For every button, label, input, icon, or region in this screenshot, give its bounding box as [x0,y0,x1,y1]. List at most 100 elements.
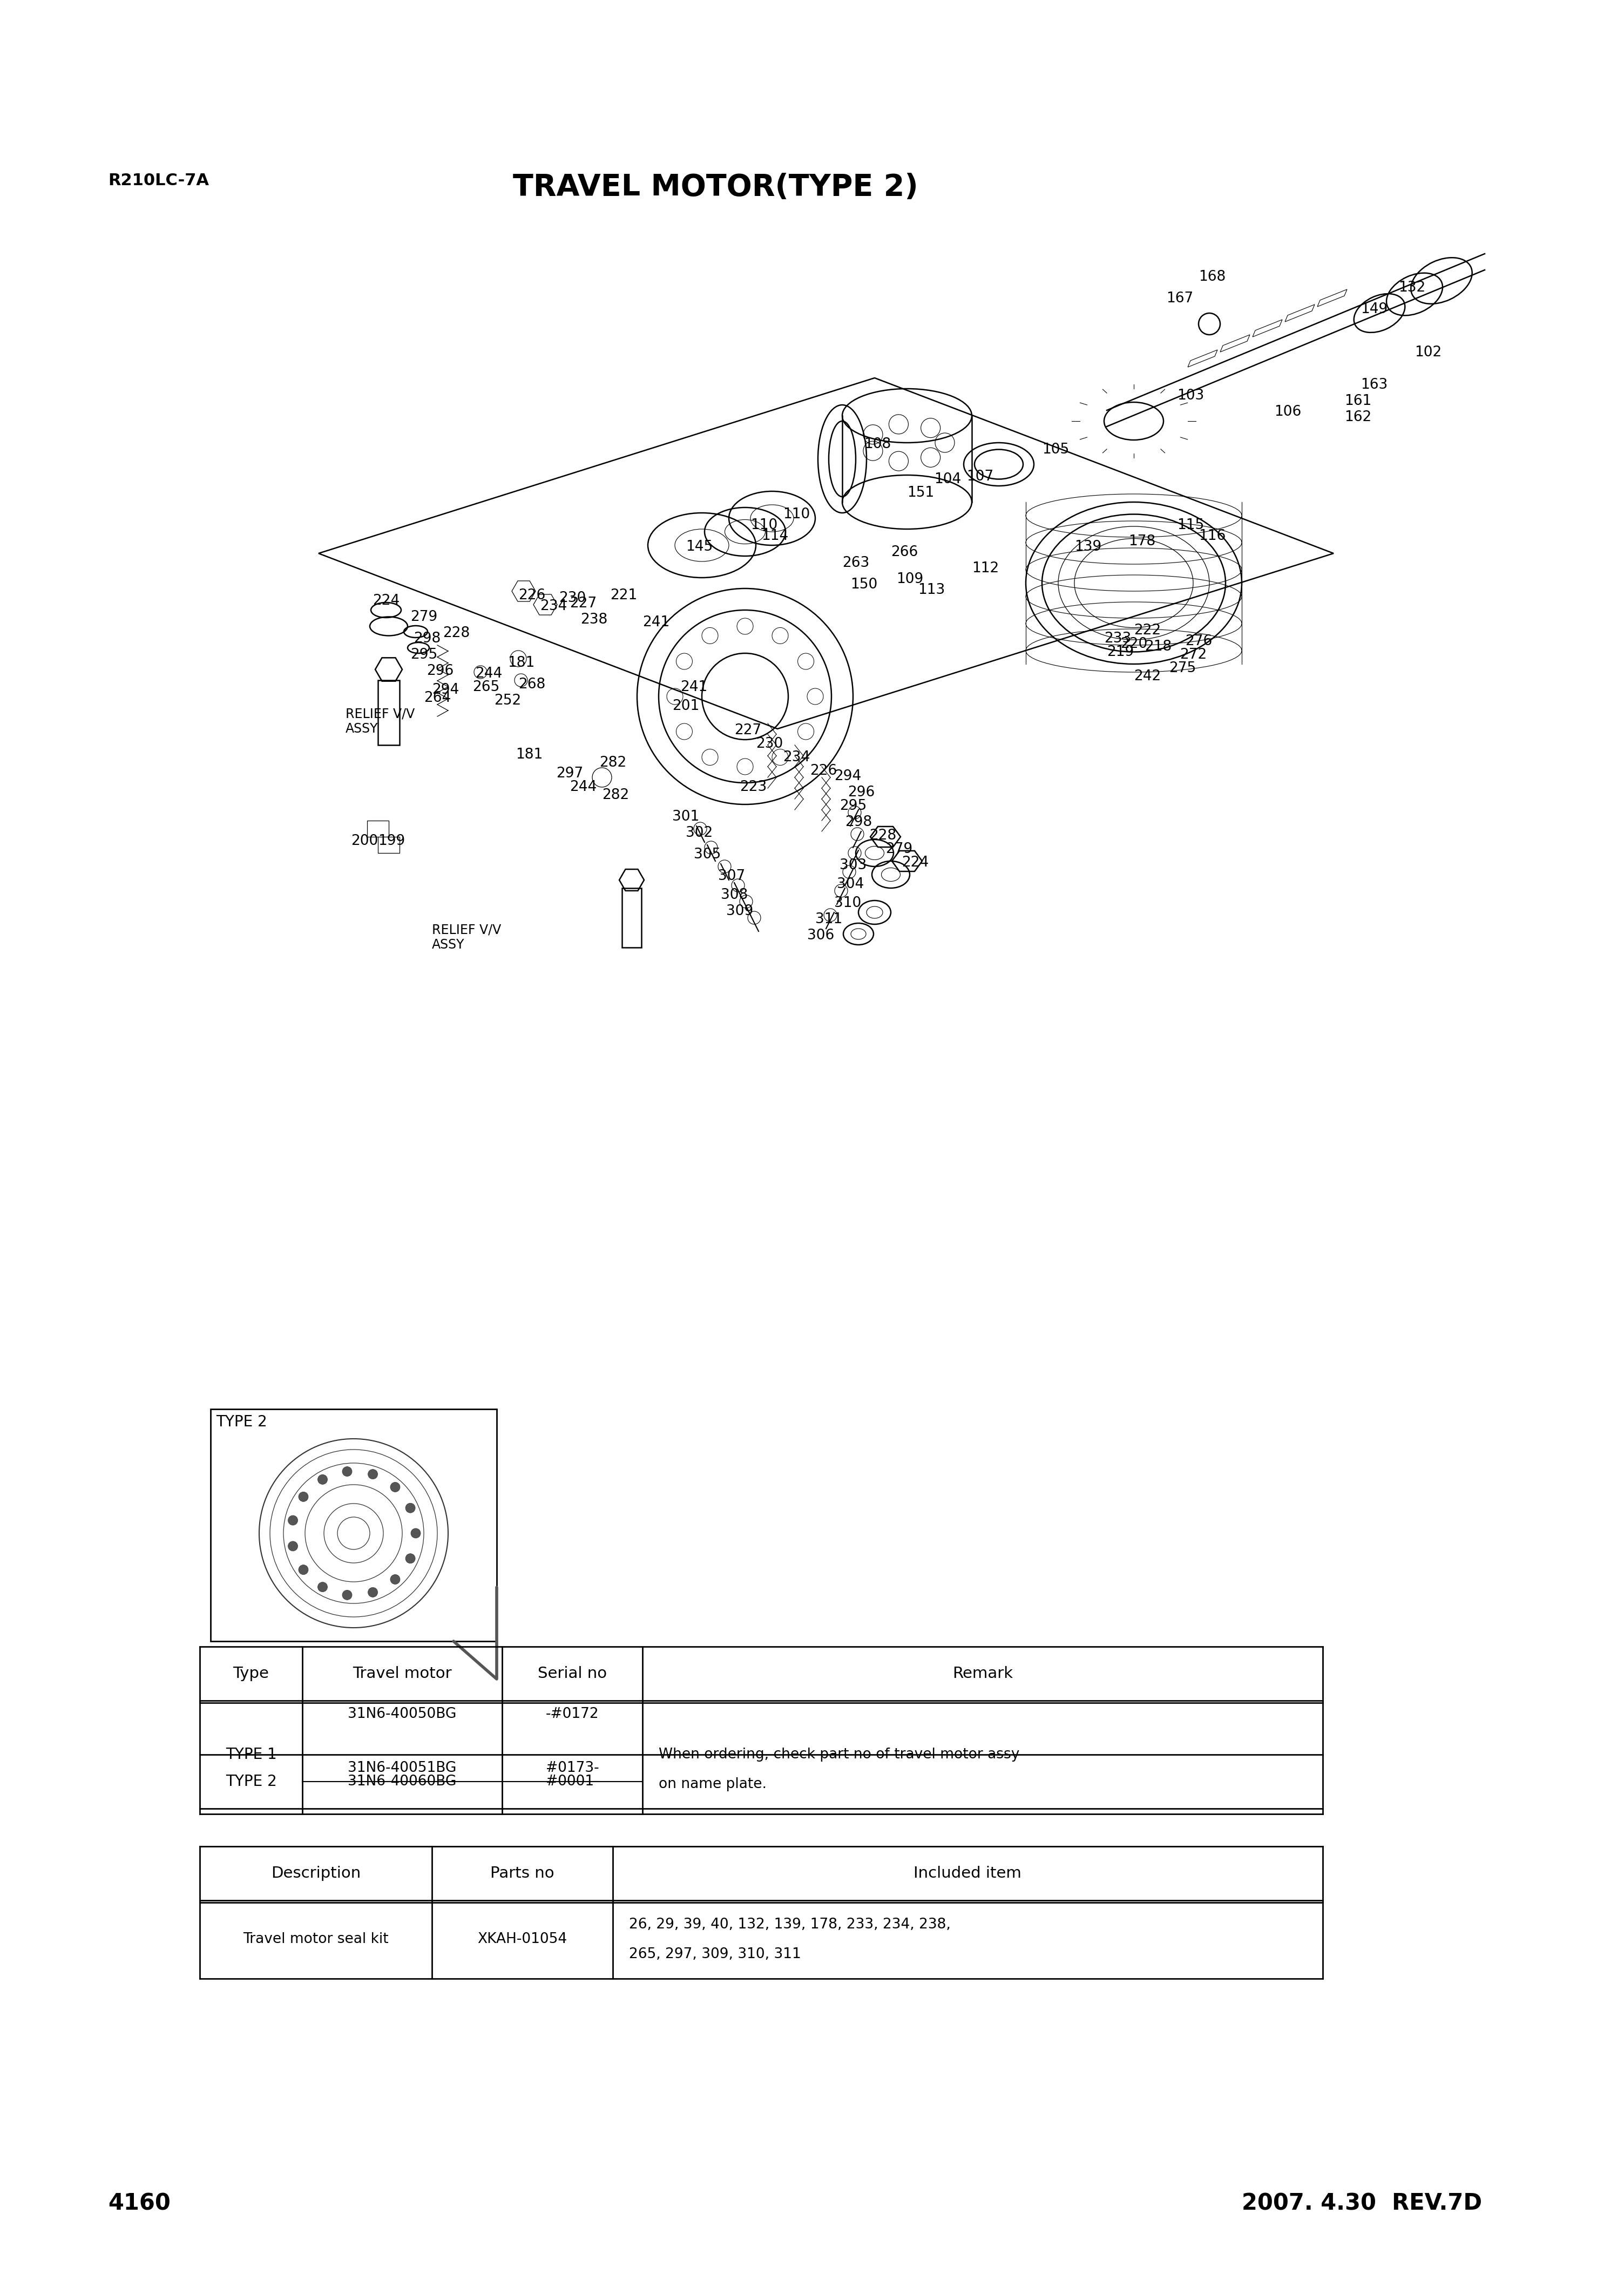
Text: 265, 297, 309, 310, 311: 265, 297, 309, 310, 311 [628,1948,801,1962]
Text: -#0172: -#0172 [546,1707,599,1721]
Text: 31N6-40051BG: 31N6-40051BG [348,1760,456,1774]
Text: 113: 113 [918,583,945,597]
Text: Description: Description [271,1866,361,1882]
Text: 223: 223 [739,780,767,794]
Text: 302: 302 [685,826,713,840]
Circle shape [287,1515,297,1526]
Circle shape [299,1565,309,1574]
Text: on name plate.: on name plate. [659,1776,767,1792]
Text: 241: 241 [680,679,708,695]
Text: 307: 307 [718,870,745,884]
Text: 26, 29, 39, 40, 132, 139, 178, 233, 234, 238,: 26, 29, 39, 40, 132, 139, 178, 233, 234,… [628,1919,950,1932]
Text: 151: 151 [908,487,934,500]
Text: 244: 244 [476,668,502,682]
Text: 294: 294 [432,684,460,698]
Text: 228: 228 [869,828,896,842]
Text: 296: 296 [427,663,453,677]
Text: 266: 266 [892,546,918,560]
Text: 226: 226 [810,764,836,778]
Text: Type: Type [232,1666,270,1682]
Text: 282: 282 [599,755,627,769]
Circle shape [411,1528,421,1538]
Text: 295: 295 [411,647,437,661]
Text: 301: 301 [672,810,700,824]
Text: 115: 115 [1177,519,1203,532]
Circle shape [318,1476,328,1485]
Text: 228: 228 [443,627,469,640]
Text: 310: 310 [835,895,861,911]
Text: 230: 230 [755,737,783,750]
Text: 181: 181 [515,748,542,762]
Text: Travel motor: Travel motor [352,1666,451,1682]
Text: 114: 114 [762,530,788,544]
Text: 238: 238 [580,613,607,627]
Text: 150: 150 [851,578,877,592]
Bar [367,822,388,838]
Circle shape [390,1483,400,1492]
Circle shape [318,1581,328,1593]
Text: TRAVEL MOTOR(TYPE 2): TRAVEL MOTOR(TYPE 2) [513,172,918,202]
Text: 163: 163 [1361,379,1387,392]
Text: 268: 268 [518,677,546,691]
Text: 264: 264 [424,691,451,705]
Text: 226: 226 [518,588,546,604]
Text: 4160: 4160 [107,2192,171,2215]
Text: 234: 234 [783,750,810,764]
Text: 132: 132 [1398,280,1426,294]
Text: 298: 298 [844,815,872,828]
Text: 279: 279 [411,610,437,624]
Text: 265: 265 [473,679,500,695]
Text: #0001-: #0001- [546,1774,599,1788]
Text: 181: 181 [507,656,534,670]
Text: 104: 104 [934,473,961,487]
Text: 201: 201 [672,700,700,714]
Circle shape [343,1467,352,1476]
Text: 112: 112 [971,562,999,576]
Text: 244: 244 [570,780,596,794]
Text: 199: 199 [378,833,404,849]
Text: 224: 224 [901,856,929,870]
Text: 108: 108 [864,438,892,452]
Text: 242: 242 [1134,670,1161,684]
Text: 219: 219 [1108,645,1134,659]
Text: 276: 276 [1186,633,1212,649]
Text: 295: 295 [840,799,867,812]
Text: 272: 272 [1179,647,1207,661]
Text: 2007. 4.30  REV.7D: 2007. 4.30 REV.7D [1242,2192,1483,2215]
Bar [622,888,641,948]
Text: 31N6-40060BG: 31N6-40060BG [348,1774,456,1788]
Text: 241: 241 [643,615,669,629]
Circle shape [390,1574,400,1584]
Circle shape [406,1503,416,1512]
Circle shape [406,1554,416,1563]
Text: 279: 279 [885,842,913,856]
Text: 311: 311 [815,913,843,927]
Text: Travel motor seal kit: Travel motor seal kit [244,1932,388,1946]
Text: 168: 168 [1199,271,1226,285]
Circle shape [369,1469,378,1478]
Text: 282: 282 [603,787,628,803]
Text: 296: 296 [848,785,875,799]
Bar [378,679,400,746]
Text: 233: 233 [1104,631,1132,645]
Text: 218: 218 [1145,640,1171,654]
Text: #0173-: #0173- [546,1760,599,1774]
Text: 221: 221 [611,588,637,604]
Text: 103: 103 [1177,388,1203,402]
Text: 309: 309 [726,904,754,918]
Text: Serial no: Serial no [538,1666,607,1682]
Circle shape [287,1542,297,1551]
Text: 227: 227 [734,723,762,737]
Text: 275: 275 [1169,661,1195,675]
Text: 230: 230 [559,592,586,606]
Text: 298: 298 [414,631,440,645]
Text: 263: 263 [843,555,869,569]
Text: 252: 252 [494,693,521,707]
Text: 110: 110 [750,519,778,532]
Text: 200: 200 [351,833,378,849]
Text: XKAH-01054: XKAH-01054 [477,1932,567,1946]
Circle shape [369,1588,378,1597]
Text: 294: 294 [835,769,861,783]
Text: 297: 297 [555,767,583,780]
Circle shape [299,1492,309,1501]
